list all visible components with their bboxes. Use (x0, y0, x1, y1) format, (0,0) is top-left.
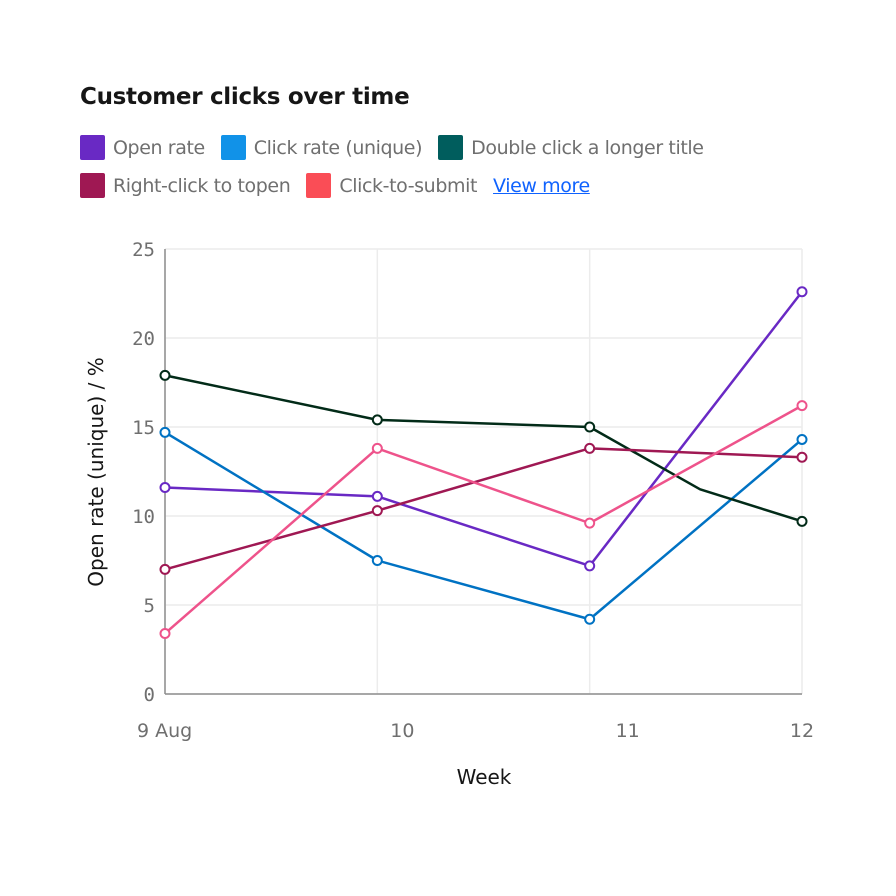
legend-label: Double click a longer title (471, 136, 704, 159)
x-tick-label: 10 (390, 720, 414, 742)
series-line (164, 290, 803, 568)
data-point (796, 515, 808, 527)
data-point (371, 505, 383, 517)
data-point (371, 490, 383, 502)
data-point (584, 560, 596, 572)
data-point (159, 369, 171, 381)
data-point (159, 482, 171, 494)
legend-swatch (306, 173, 332, 198)
data-point (584, 442, 596, 454)
legend-item[interactable]: Right-click to topen (80, 173, 291, 198)
legend-label: Open rate (113, 136, 205, 159)
legend-swatch (220, 135, 246, 160)
y-tick-label: 15 (132, 417, 155, 439)
legend-row: Right-click to topen Click-to-submit View … (80, 173, 590, 198)
data-point (796, 451, 808, 463)
data-point (159, 426, 171, 438)
legend-label: Click-to-submit (339, 174, 478, 197)
view-more-link[interactable]: View more (493, 174, 590, 197)
legend-row: Open rate Click rate (unique) Double click… (80, 135, 720, 160)
data-point (159, 563, 171, 575)
legend-item[interactable]: Double click a longer title (438, 135, 704, 160)
legend-item[interactable]: Click-to-submit (306, 173, 477, 198)
data-point (159, 627, 171, 639)
y-axis-title: Open rate (unique) / % (84, 357, 108, 586)
data-point (584, 517, 596, 529)
x-tick-label: 11 (616, 720, 640, 742)
y-tick-label: 10 (132, 506, 155, 528)
data-point (796, 400, 808, 412)
series-line (164, 374, 803, 523)
data-point (371, 414, 383, 426)
series-line (164, 404, 803, 635)
x-tick-label: 12 (790, 720, 814, 742)
chart-title: Customer clicks over time (80, 84, 410, 110)
legend-swatch (80, 135, 105, 160)
legend-swatch (438, 135, 464, 160)
series-line (164, 431, 803, 621)
x-tick-label: 9 Aug (137, 720, 192, 742)
data-point (584, 613, 596, 625)
legend-swatch (80, 173, 105, 198)
y-tick-label: 5 (144, 595, 155, 617)
legend-item[interactable]: Click rate (unique) (220, 135, 423, 160)
y-tick-label: 25 (132, 239, 155, 261)
y-tick-label: 20 (132, 328, 155, 350)
data-point (796, 433, 808, 445)
data-point (796, 286, 808, 298)
data-point (584, 421, 596, 433)
legend-label: Click rate (unique) (253, 136, 423, 159)
legend-item[interactable]: Open rate (80, 135, 205, 160)
x-axis-title: Week (457, 765, 512, 789)
data-point (371, 555, 383, 566)
data-point (371, 442, 383, 454)
y-tick-label: 0 (144, 684, 155, 706)
legend-label: Right-click to topen (113, 174, 291, 197)
